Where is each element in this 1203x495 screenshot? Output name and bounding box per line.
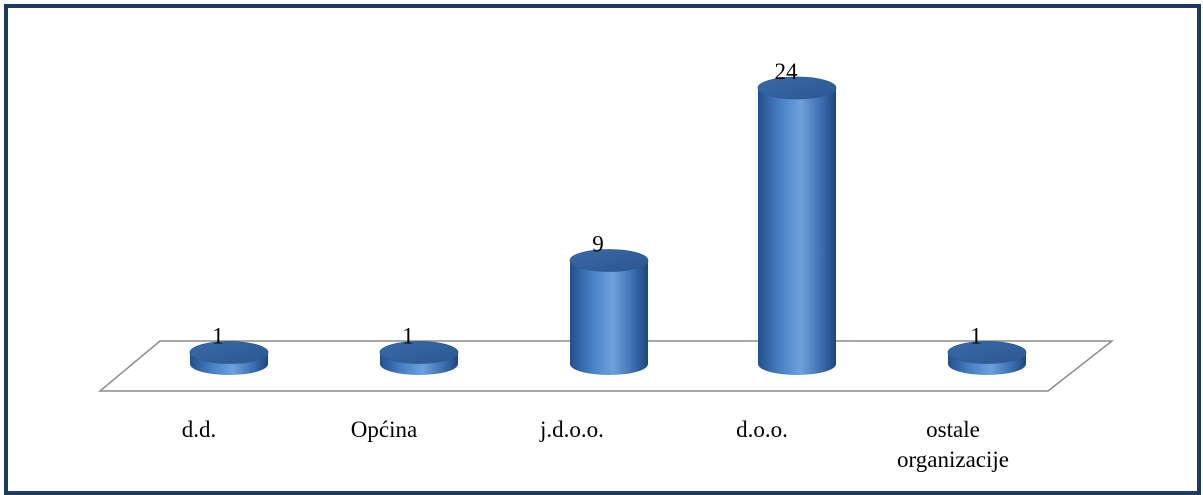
bar-top-cap: [569, 249, 649, 272]
data-label: 1: [212, 324, 224, 349]
bar-3: [569, 249, 649, 375]
bar-top-cap: [757, 76, 837, 100]
category-label: ostale: [926, 417, 980, 442]
category-label: j.d.o.o.: [539, 417, 604, 442]
category-label: Općina: [351, 417, 417, 442]
bar-4: [757, 76, 837, 375]
bar-top-cap: [189, 341, 269, 364]
data-label: 24: [775, 59, 799, 84]
category-label: organizacije: [897, 447, 1009, 472]
data-label: 1: [970, 324, 982, 349]
category-label: d.o.o.: [736, 417, 788, 442]
bar-body: [570, 260, 648, 375]
bar-2: [379, 341, 459, 375]
data-label: 9: [592, 232, 604, 257]
bar-body: [758, 88, 836, 375]
bar-top-cap: [947, 341, 1027, 364]
category-label: d.d.: [182, 417, 217, 442]
bar-1: [189, 341, 269, 375]
bar-top-cap: [379, 341, 459, 364]
bar-5: [947, 341, 1027, 375]
data-label: 1: [402, 324, 414, 349]
